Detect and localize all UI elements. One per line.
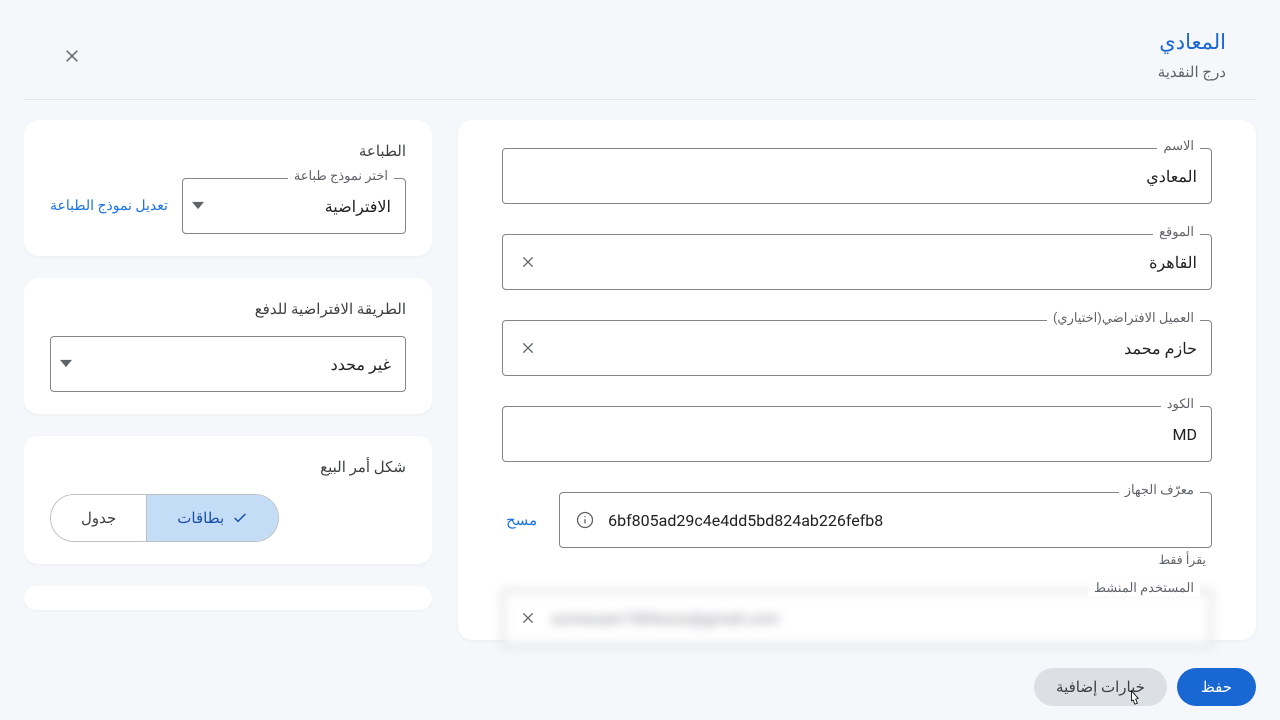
name-label: الاسم: [1157, 139, 1200, 154]
footer-actions: حفظ خيارات إضافية: [1034, 668, 1256, 706]
sale-layout-table-option[interactable]: جدول: [51, 495, 147, 541]
info-icon: [575, 510, 595, 530]
print-card-title: الطباعة: [50, 142, 406, 160]
location-label: الموقع: [1153, 225, 1200, 240]
activated-user-clear-button[interactable]: [512, 602, 544, 634]
sale-layout-segmented: بطاقات جدول: [50, 494, 279, 542]
activated-user-input[interactable]: [502, 590, 1212, 646]
device-id-input[interactable]: [559, 492, 1212, 548]
code-input[interactable]: [502, 406, 1212, 462]
sale-layout-card: شكل أمر البيع بطاقات جدول: [24, 436, 432, 564]
code-field-wrap: الكود: [502, 406, 1212, 462]
cards-option-label: بطاقات: [177, 509, 224, 527]
header-bar: المعادي درج النقدية: [24, 0, 1256, 100]
close-icon: [520, 254, 536, 270]
edit-print-template-link[interactable]: تعديل نموذج الطباعة: [50, 198, 168, 214]
customer-label: العميل الافتراضي(اختياري): [1047, 311, 1200, 326]
payment-method-select[interactable]: [50, 336, 406, 392]
more-options-button[interactable]: خيارات إضافية: [1034, 668, 1167, 706]
location-field-wrap: الموقع: [502, 234, 1212, 290]
location-input[interactable]: [502, 234, 1212, 290]
close-icon: [63, 47, 81, 65]
device-id-info-button[interactable]: [569, 504, 601, 536]
table-option-label: جدول: [81, 509, 116, 527]
location-clear-button[interactable]: [512, 246, 544, 278]
page-title: المعادي: [1158, 30, 1226, 55]
page-subtitle: درج النقدية: [1158, 63, 1226, 81]
save-button[interactable]: حفظ: [1177, 668, 1256, 706]
sale-layout-title: شكل أمر البيع: [50, 458, 406, 476]
customer-clear-button[interactable]: [512, 332, 544, 364]
payment-card-title: الطريقة الافتراضية للدفع: [50, 300, 406, 318]
check-icon: [232, 510, 248, 526]
main-form: الاسم الموقع العميل الافتراضي(اختياري) ا…: [458, 120, 1256, 640]
close-icon: [520, 340, 536, 356]
activated-user-label: المستخدم المنشط: [1088, 581, 1200, 596]
print-card: الطباعة اختر نموذج طباعة تعديل نموذج الط…: [24, 120, 432, 256]
customer-input[interactable]: [502, 320, 1212, 376]
close-icon: [520, 610, 536, 626]
activated-user-field-wrap: المستخدم المنشط: [502, 590, 1212, 646]
sale-layout-cards-option[interactable]: بطاقات: [147, 495, 278, 541]
device-id-field-wrap: معرّف الجهاز: [559, 492, 1212, 548]
readonly-hint: يقرأ فقط: [502, 552, 1212, 568]
customer-field-wrap: العميل الافتراضي(اختياري): [502, 320, 1212, 376]
scan-link[interactable]: مسح: [502, 503, 541, 537]
print-select-label: اختر نموذج طباعة: [288, 169, 394, 184]
name-input[interactable]: [502, 148, 1212, 204]
next-card-peek: [24, 586, 432, 610]
payment-card: الطريقة الافتراضية للدفع: [24, 278, 432, 414]
close-button[interactable]: [54, 38, 90, 74]
device-id-label: معرّف الجهاز: [1119, 483, 1200, 498]
code-label: الكود: [1161, 397, 1200, 412]
name-field-wrap: الاسم: [502, 148, 1212, 204]
print-template-select[interactable]: [182, 178, 406, 234]
